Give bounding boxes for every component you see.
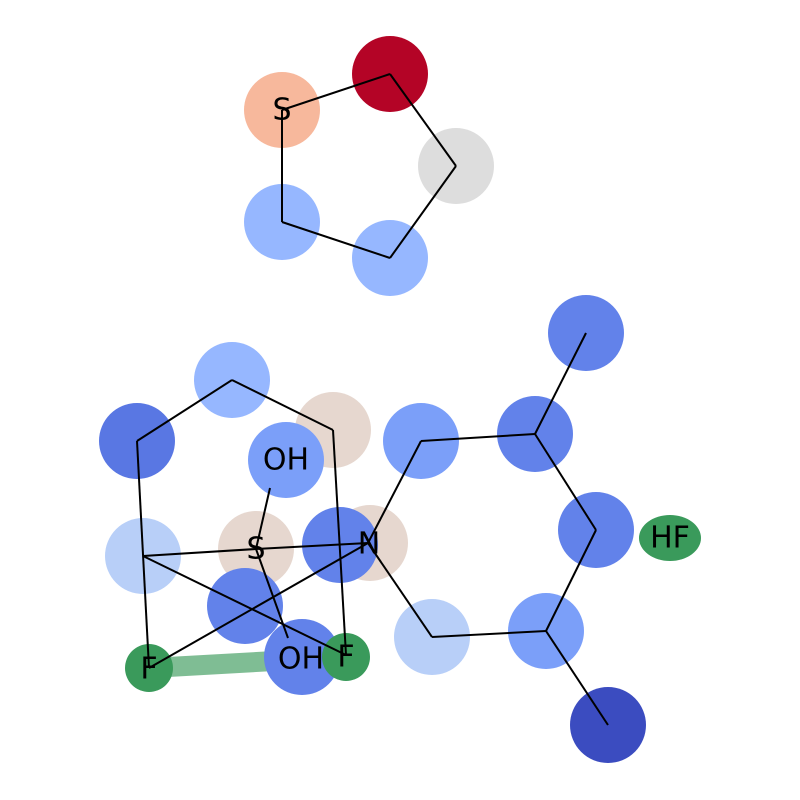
- atom-layer: [99, 36, 701, 763]
- bond-a4-a5: [281, 221, 391, 259]
- atom-fluorine-right: [322, 633, 370, 681]
- bond-b3-f2: [332, 429, 347, 656]
- atom-label-nitrogen: N: [358, 527, 380, 562]
- bond-c5-c7: [431, 630, 547, 638]
- label-layer: S OH S N F OH F HF: [140, 93, 690, 687]
- bond-a2-a3: [389, 73, 457, 167]
- atom-label-hydrogen-fluoride: HF: [650, 521, 690, 556]
- bond-b4-f2: [142, 555, 347, 656]
- bond-oh1-s: [255, 487, 271, 550]
- atom-hydroxyl-bottom: [264, 619, 340, 695]
- bond-s1-a2: [281, 73, 391, 111]
- bond-f1-n: [148, 542, 369, 669]
- atom-label-ring-sulfur: S: [272, 93, 291, 128]
- bond-c1-c2: [420, 433, 536, 442]
- atom-label-fluorine-left: F: [140, 652, 157, 687]
- bond-c7-n: [367, 542, 433, 638]
- bond-layer: [136, 73, 609, 726]
- atom-label-hydroxyl-bottom: OH: [278, 642, 324, 677]
- bond-c5-c6: [545, 630, 609, 726]
- atom-hydroxyl-top: [248, 422, 324, 498]
- atom-label-hydroxyl-top: OH: [263, 443, 309, 478]
- bond-b4-s: [142, 548, 257, 557]
- atom-label-center-sulfur: S: [246, 532, 265, 567]
- bond-a3-a4: [389, 165, 457, 259]
- bond-b2-f1: [136, 440, 150, 669]
- bond-c4-c5: [545, 529, 597, 632]
- bond-b2-b1: [136, 379, 233, 442]
- bond-c2-c3: [534, 332, 587, 435]
- atom-hydrogen-fluoride: [639, 515, 701, 561]
- atom-label-fluorine-right: F: [337, 640, 354, 675]
- bond-c2-c4: [534, 433, 597, 531]
- bond-b1-b3: [231, 379, 334, 431]
- bond-s-n: [255, 542, 369, 550]
- bond-n-c1: [367, 440, 422, 544]
